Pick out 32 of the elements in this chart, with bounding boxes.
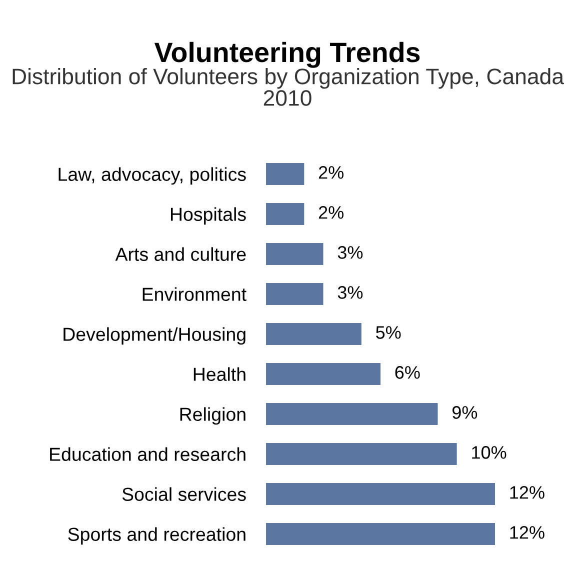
data-label: 5% <box>376 326 401 339</box>
bar <box>266 323 362 345</box>
y-tick-label: Environment <box>142 287 246 301</box>
y-tick-label: Sports and recreation <box>68 527 246 545</box>
y-tick-label: Hospitals <box>170 207 246 225</box>
y-tick-label: Law, advocacy, politics <box>58 167 246 185</box>
chart-title: Volunteering Trends <box>154 42 420 68</box>
data-label: 2% <box>318 166 344 179</box>
chart-subtitle: Distribution of Volunteers by Organization Type, Canada 2010 <box>12 68 564 106</box>
data-label: 12% <box>510 526 544 539</box>
bar <box>266 403 438 425</box>
y-tick-label: Arts and culture <box>115 247 246 261</box>
data-label: 6% <box>395 366 420 379</box>
data-label: 2% <box>318 206 344 219</box>
bar <box>266 523 495 545</box>
bar <box>266 243 324 265</box>
bar <box>266 363 380 385</box>
y-tick-label: Development/Housing <box>64 327 246 345</box>
data-label: 12% <box>510 486 544 499</box>
y-tick-label: Education and research <box>50 447 246 461</box>
bar <box>266 283 324 305</box>
data-label: 3% <box>338 286 363 299</box>
bar <box>266 443 457 465</box>
y-tick-label: Social services <box>122 487 246 501</box>
data-label: 3% <box>338 246 363 259</box>
data-label: 9% <box>452 406 478 419</box>
y-tick-label: Religion <box>180 407 246 425</box>
y-tick-label: Health <box>194 367 246 381</box>
bar <box>266 203 304 225</box>
data-label: 10% <box>472 446 506 459</box>
bar <box>266 483 495 505</box>
bar <box>266 163 304 185</box>
